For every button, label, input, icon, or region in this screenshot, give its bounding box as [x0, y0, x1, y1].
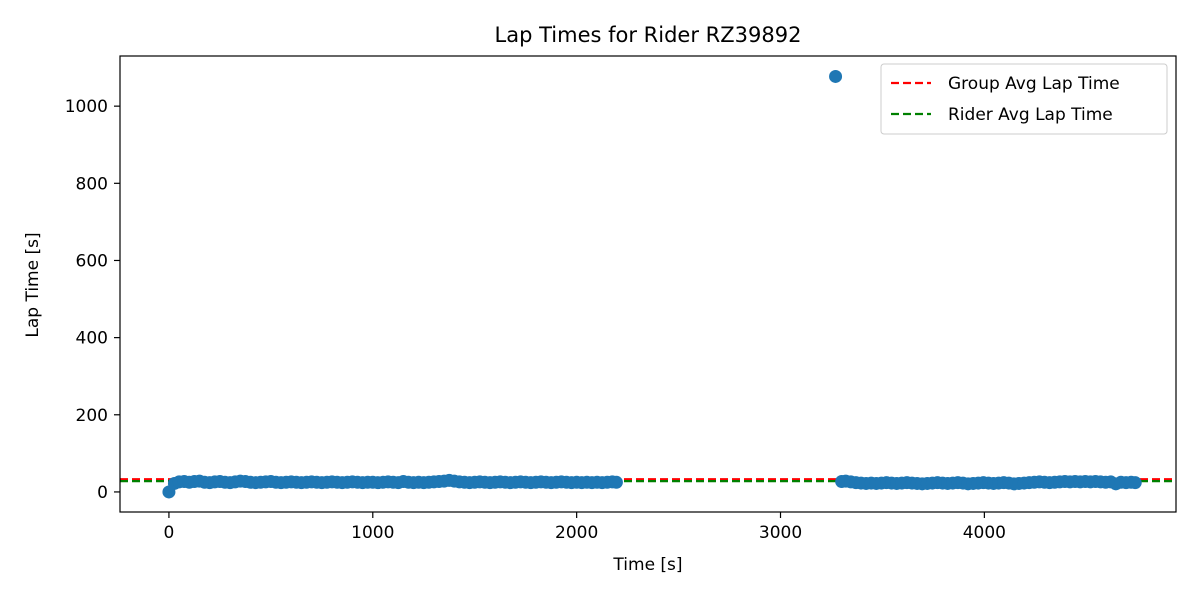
y-tick-label: 200 [76, 406, 108, 426]
x-tick-label: 4000 [963, 523, 1006, 543]
legend-box [880, 63, 1168, 135]
x-tick-label: 2000 [555, 523, 598, 543]
x-tick-label: 1000 [351, 523, 394, 543]
y-tick-label: 1000 [65, 97, 108, 117]
y-tick-label: 0 [97, 483, 108, 503]
x-tick-label: 0 [164, 523, 175, 543]
chart-title: Lap Times for Rider RZ39892 [495, 23, 802, 47]
data-point [829, 69, 843, 83]
axes: 0 1000 2000 3000 4000 0 200 400 600 800 1000 [65, 55, 1177, 543]
y-axis-label: Lap Time [s] [23, 232, 43, 337]
plot-frame [119, 55, 1177, 513]
x-tick-label: 3000 [759, 523, 802, 543]
data-points [162, 69, 1142, 499]
data-point [609, 475, 623, 489]
data-point [1128, 476, 1142, 490]
y-tick-label: 400 [76, 329, 108, 349]
legend-label-rider-avg: Rider Avg Lap Time [948, 105, 1113, 125]
legend-label-group-avg: Group Avg Lap Time [948, 74, 1120, 94]
y-tick-label: 800 [76, 174, 108, 194]
y-tick-label: 600 [76, 251, 108, 271]
x-axis-label: Time [s] [612, 555, 682, 575]
legend: Group Avg Lap Time Rider Avg Lap Time [880, 63, 1168, 135]
